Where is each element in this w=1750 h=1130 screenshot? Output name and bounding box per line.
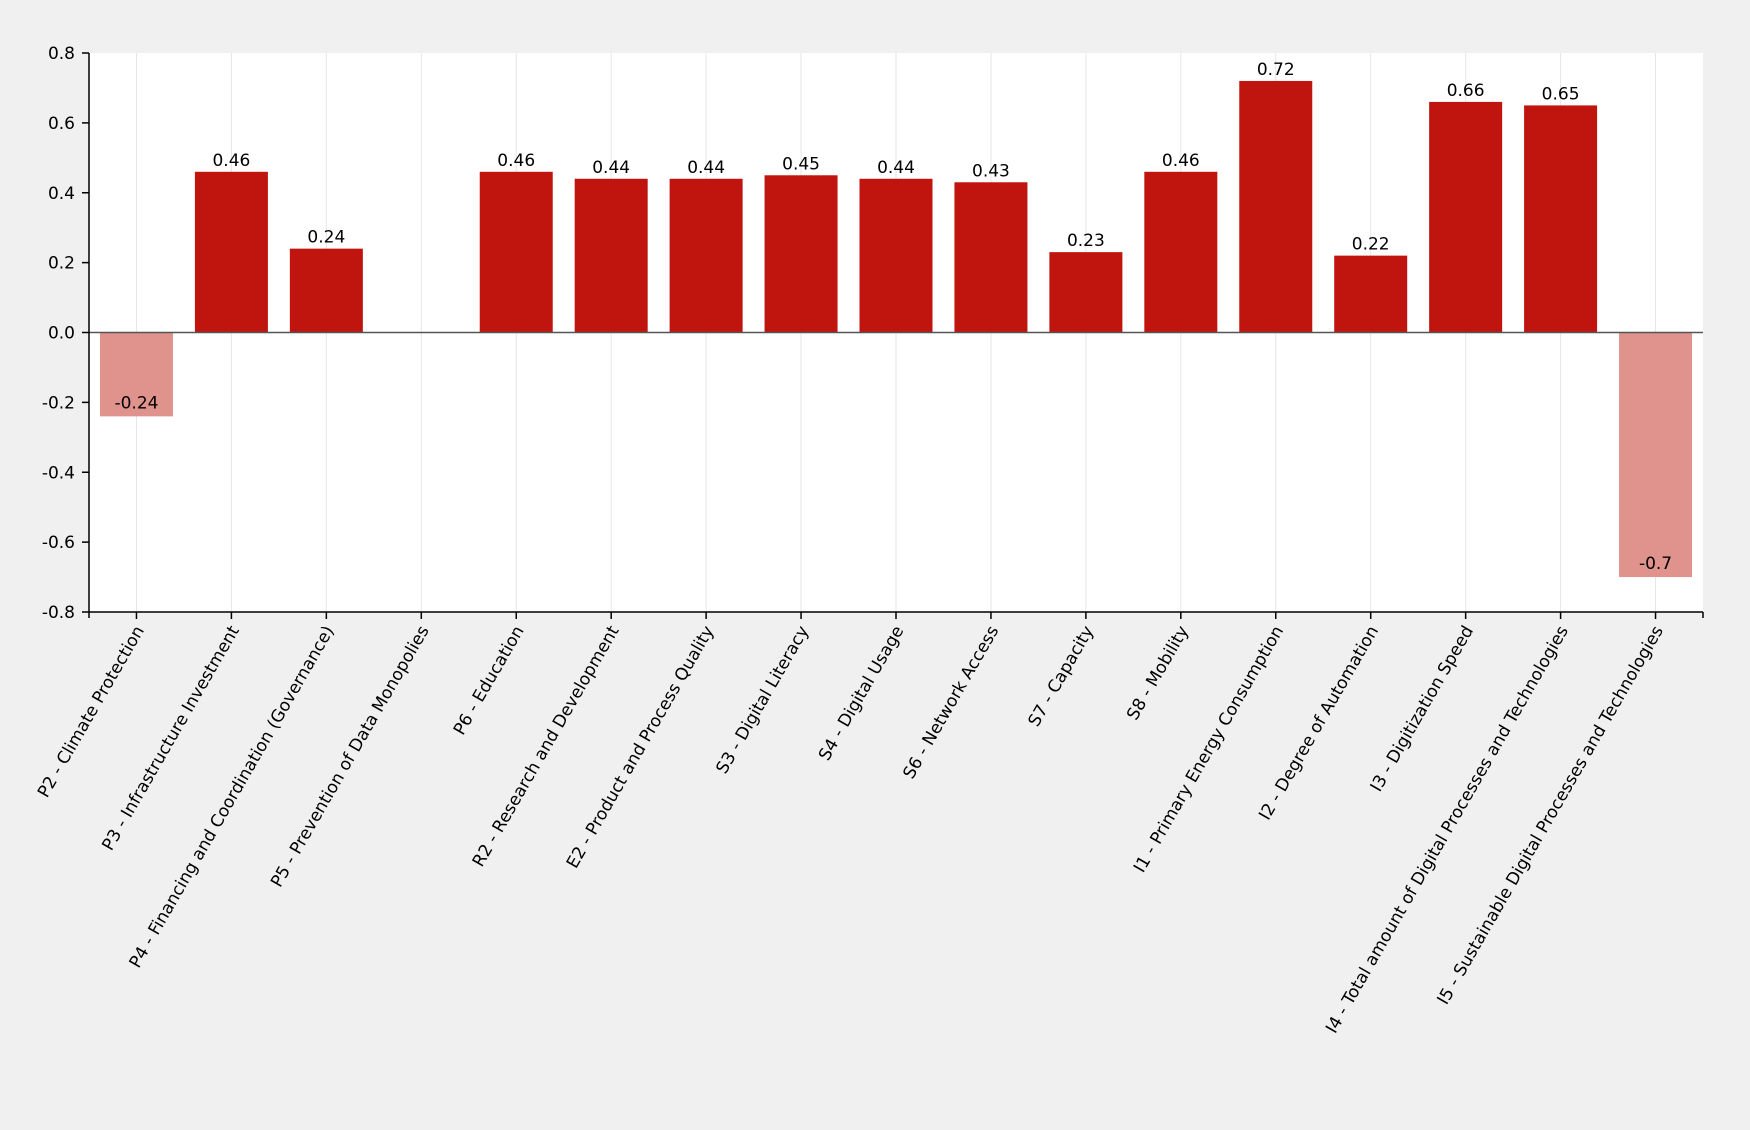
y-tick-label: 0.4 (48, 184, 75, 204)
x-tick-label: S3 - Digital Literacy (712, 623, 813, 778)
x-tick-label: I5 - Sustainable Digital Processes and T… (1434, 622, 1668, 1008)
data-label: 0.45 (782, 154, 820, 174)
data-label: 0.23 (1067, 231, 1105, 251)
data-label: -0.24 (114, 393, 158, 413)
data-label: 0.46 (1162, 151, 1200, 171)
x-tick-label: I3 - Digitization Speed (1367, 623, 1478, 796)
bar (1049, 252, 1123, 333)
y-tick-label: 0.6 (48, 114, 75, 134)
axes (82, 52, 1704, 619)
bar (194, 171, 268, 333)
y-tick-label: -0.8 (42, 603, 75, 623)
bar (574, 178, 648, 333)
data-label: 0.65 (1542, 84, 1580, 104)
data-label: 0.44 (592, 158, 630, 178)
data-label: 0.46 (212, 151, 250, 171)
bar (99, 332, 173, 417)
x-tick-label: S4 - Digital Usage (815, 623, 908, 765)
bar (1239, 80, 1313, 333)
y-tick-label: -0.4 (42, 463, 75, 483)
bar (764, 175, 838, 333)
data-label: 0.44 (687, 158, 725, 178)
x-tick-label: S7 - Capacity (1024, 623, 1098, 731)
data-label: -0.7 (1639, 554, 1672, 574)
data-label: 0.66 (1447, 81, 1485, 101)
data-label: 0.43 (972, 161, 1010, 181)
bar (479, 171, 553, 333)
bar (669, 178, 743, 333)
bar (1334, 255, 1408, 333)
bar (1524, 105, 1598, 333)
bar (289, 248, 363, 333)
x-tick-label: S6 - Network Access (899, 622, 1003, 782)
x-tick-label: S8 - Mobility (1123, 623, 1193, 724)
y-tick-label: -0.2 (42, 393, 75, 413)
x-tick-label: P2 - Climate Protection (34, 623, 149, 802)
data-label: 0.24 (307, 228, 345, 248)
data-label: 0.22 (1352, 235, 1390, 255)
bars (99, 80, 1693, 578)
bar (954, 182, 1028, 333)
data-label: 0.72 (1257, 60, 1295, 80)
y-tick-label: 0.2 (48, 254, 75, 274)
y-tick-label: -0.6 (42, 533, 75, 553)
data-label: 0.46 (497, 151, 535, 171)
x-tick-label: P6 - Education (450, 623, 529, 739)
y-tick-label: 0.8 (48, 44, 75, 64)
y-tick-label: 0.0 (48, 324, 75, 344)
x-tick-label: P5 - Prevention of Data Monopolies (267, 622, 434, 890)
data-label: 0.44 (877, 158, 915, 178)
bar (1429, 101, 1503, 333)
bar (859, 178, 933, 333)
bar (1619, 332, 1693, 578)
x-tick-label: P4 - Financing and Coordination (Governa… (126, 623, 339, 972)
bar (1144, 171, 1218, 333)
